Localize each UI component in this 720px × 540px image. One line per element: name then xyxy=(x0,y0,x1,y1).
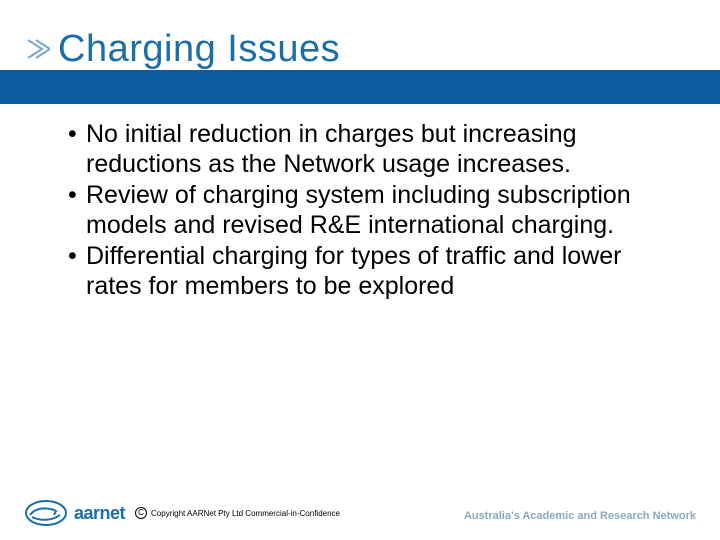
bullet-list: No initial reduction in charges but incr… xyxy=(68,120,668,301)
slide-body: No initial reduction in charges but incr… xyxy=(68,120,668,303)
list-item: Review of charging system including subs… xyxy=(68,181,668,240)
aarnet-logo-text: aarnet xyxy=(74,503,125,524)
aarnet-logo: aarnet xyxy=(24,499,125,527)
title-underline-band xyxy=(0,70,720,104)
aarnet-logo-icon xyxy=(24,499,68,527)
arrow-right-icon xyxy=(22,34,52,64)
slide-footer: aarnet C Copyright AARNet Pty Ltd Commer… xyxy=(0,486,720,540)
copyright-icon: C xyxy=(135,507,147,519)
list-item: No initial reduction in charges but incr… xyxy=(68,120,668,179)
slide-title: Charging Issues xyxy=(58,30,340,68)
copyright-text: Copyright AARNet Pty Ltd Commercial-in-C… xyxy=(151,509,340,518)
list-item: Differential charging for types of traff… xyxy=(68,242,668,301)
tagline: Australia's Academic and Research Networ… xyxy=(464,510,696,522)
copyright: C Copyright AARNet Pty Ltd Commercial-in… xyxy=(135,507,340,519)
